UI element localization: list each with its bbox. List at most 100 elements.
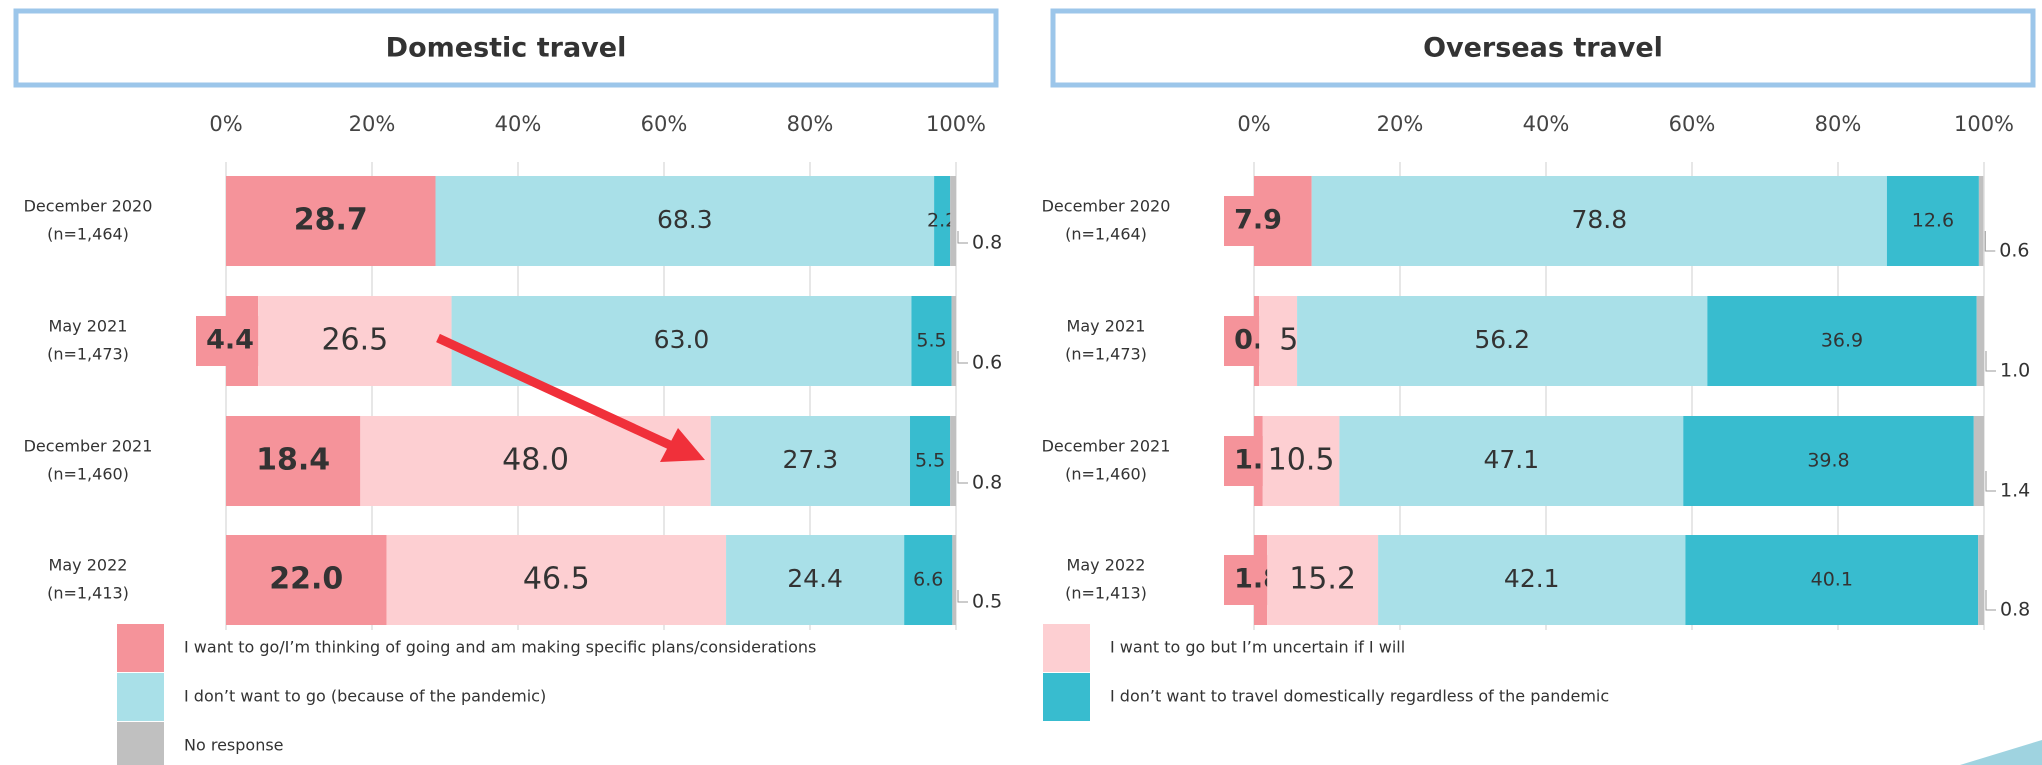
sample-size: (n=1,473): [47, 345, 129, 364]
chart-title: Overseas travel: [1423, 33, 1663, 64]
legend-label: I want to go but I’m uncertain if I will: [1110, 638, 1405, 657]
legend-swatch: [117, 722, 164, 765]
bar-segment: [950, 176, 956, 266]
leader-line: [957, 471, 968, 484]
value-label: 28.7: [294, 203, 368, 238]
value-label: 1.0: [2000, 360, 2030, 382]
bar-segment: [1311, 176, 1887, 266]
value-label: 1.4: [2000, 480, 2030, 502]
sample-size: (n=1,413): [47, 584, 129, 603]
legend-swatch: [1043, 673, 1090, 721]
value-label: 39.8: [1807, 450, 1849, 472]
leader-line: [957, 590, 968, 603]
sample-size: (n=1,473): [1065, 345, 1147, 364]
trend-arrow-head: [660, 428, 705, 462]
x-tick-label: 60%: [1669, 112, 1716, 136]
value-label: 18.4: [256, 443, 330, 478]
x-tick-label: 20%: [349, 112, 396, 136]
value-label: 63.0: [654, 325, 710, 354]
value-label: 26.5: [321, 323, 388, 358]
bar-segment: [1262, 416, 1340, 506]
value-label: 0.8: [2000, 599, 2030, 621]
x-tick-label: 60%: [641, 112, 688, 136]
value-label: 46.5: [523, 562, 590, 597]
leader-line: [1985, 590, 1996, 611]
category-label: May 2021: [1067, 317, 1146, 336]
bar-segment: [226, 176, 436, 266]
value-label: 6.6: [913, 569, 943, 591]
value-label: 0.6: [972, 352, 1002, 374]
value-label: 10.5: [1268, 443, 1335, 478]
bar-segment: [1978, 176, 1984, 266]
x-tick-label: 100%: [1954, 112, 2014, 136]
leader-line: [1985, 351, 1996, 372]
legend-swatch: [1043, 624, 1090, 672]
bar-segment: [934, 176, 951, 266]
bar-segment: [435, 176, 935, 266]
value-label: 42.1: [1504, 564, 1560, 593]
category-label: May 2022: [49, 556, 128, 575]
category-label: May 2022: [1067, 556, 1146, 575]
bar-segment: [1978, 535, 1984, 625]
bar-segment: [910, 416, 951, 506]
bar-segment: [1378, 535, 1686, 625]
bar-segment: [1886, 176, 1979, 266]
value-label: 12.6: [1912, 210, 1954, 232]
x-tick-label: 40%: [495, 112, 542, 136]
chart-title: Domestic travel: [386, 33, 627, 64]
value-label: 36.9: [1821, 330, 1863, 352]
bar-segment: [1707, 296, 1977, 386]
charts: Domestic travel 0% 20% 40% 60% 80% 100% Decembe…: [24, 33, 2030, 765]
value-label: 2.2: [927, 210, 957, 232]
leader-line: [957, 231, 968, 244]
bar-segment: [1685, 535, 1979, 625]
category-label: May 2021: [49, 317, 128, 336]
bar-segment: [904, 535, 953, 625]
bar-segment: [911, 296, 952, 386]
bar-segment: [360, 416, 711, 506]
decoration: [1960, 740, 2042, 765]
legend-swatch: [117, 673, 164, 721]
value-label: 40.1: [1811, 569, 1853, 591]
value-label: 78.8: [1571, 205, 1627, 234]
value-label: 0.8: [972, 232, 1002, 254]
value-label: 5.5: [915, 450, 945, 472]
trend-arrow: [436, 333, 674, 451]
value-label: 4.4: [206, 325, 254, 356]
category-label: December 2021: [24, 437, 153, 456]
x-tick-label: 0%: [209, 112, 242, 136]
x-tick-label: 40%: [1523, 112, 1570, 136]
value-label: 24.4: [787, 564, 843, 593]
sample-size: (n=1,460): [1065, 465, 1147, 484]
x-tick-label: 20%: [1377, 112, 1424, 136]
value-label: 0.8: [972, 472, 1002, 494]
bar-segment: [1297, 296, 1708, 386]
value-label: 56.2: [1474, 325, 1530, 354]
bar-segment: [726, 535, 905, 625]
x-tick-label: 80%: [1815, 112, 1862, 136]
x-tick-label: 80%: [787, 112, 834, 136]
x-tick-label: 0%: [1237, 112, 1270, 136]
value-label: 5.5: [916, 330, 946, 352]
value-label: 47.1: [1483, 445, 1539, 474]
bar-segment: [1267, 535, 1379, 625]
value-label: 0.6: [1999, 240, 2029, 262]
legend-label: I don’t want to travel domestically rega…: [1110, 687, 1609, 706]
bar-segment: [1683, 416, 1974, 506]
leader-line: [1984, 231, 1996, 252]
value-label: 22.0: [269, 562, 343, 597]
bar-segment: [451, 296, 912, 386]
bar-segment: [952, 535, 956, 625]
category-label: December 2021: [1042, 437, 1171, 456]
title-box: [1050, 8, 2036, 88]
sample-size: (n=1,460): [47, 465, 129, 484]
value-label: 15.2: [1289, 562, 1356, 597]
label-box: [196, 316, 264, 366]
bar-segment: [258, 296, 452, 386]
sample-size: (n=1,464): [47, 225, 129, 244]
bar-segment: [1339, 416, 1684, 506]
x-tick-label: 100%: [926, 112, 986, 136]
bar-segment: [1973, 416, 1984, 506]
bar-segment: [710, 416, 911, 506]
